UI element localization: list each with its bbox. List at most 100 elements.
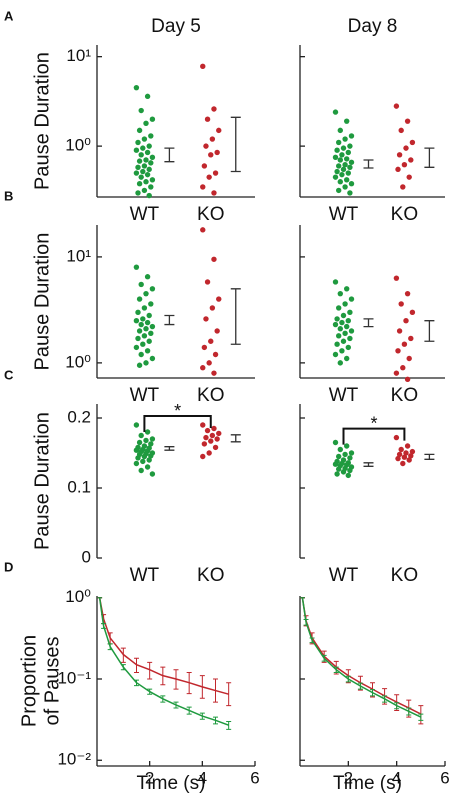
error-bar — [147, 661, 153, 680]
category-label: KO — [197, 565, 224, 586]
data-point — [148, 133, 154, 139]
significance-label: * — [370, 413, 377, 433]
data-point — [339, 152, 345, 158]
category-label: WT — [130, 204, 160, 225]
data-point — [342, 330, 348, 337]
data-point — [141, 163, 148, 169]
category-label: KO — [391, 565, 418, 586]
data-point — [208, 152, 214, 158]
data-point — [211, 106, 217, 112]
y-tick-label: 10¹ — [66, 46, 91, 65]
data-point — [345, 318, 351, 324]
data-point — [209, 305, 216, 311]
data-point — [136, 158, 143, 164]
y-tick-label: 10⁰ — [65, 136, 91, 155]
data-point — [136, 328, 143, 334]
y-tick-label: 0 — [82, 547, 91, 566]
data-point — [348, 328, 355, 334]
data-point — [404, 443, 411, 449]
data-point — [403, 318, 409, 324]
data-point — [396, 328, 403, 334]
data-point — [332, 174, 339, 180]
error-bar — [226, 720, 232, 730]
data-point — [146, 192, 152, 199]
data-point — [400, 184, 406, 190]
data-point — [133, 264, 140, 270]
category-label: WT — [329, 385, 359, 406]
data-point — [133, 84, 140, 91]
y-tick-label: 10⁻¹ — [57, 668, 91, 687]
data-point — [336, 466, 342, 472]
data-point — [133, 447, 140, 453]
data-point — [143, 120, 149, 126]
data-point — [342, 162, 348, 168]
data-point — [141, 453, 148, 460]
y-tick-label: 10⁰ — [65, 587, 91, 606]
data-point — [336, 305, 342, 311]
error-bar — [363, 318, 374, 328]
data-point — [133, 318, 140, 324]
data-point — [140, 145, 146, 151]
data-point — [337, 157, 343, 163]
data-point — [348, 159, 355, 165]
data-point — [393, 103, 400, 109]
data-point — [141, 333, 148, 339]
data-point — [344, 443, 350, 449]
data-point — [135, 164, 141, 170]
data-point — [200, 453, 206, 460]
category-label: WT — [329, 565, 359, 586]
data-point — [332, 461, 339, 467]
data-point — [409, 448, 416, 455]
data-point — [211, 190, 217, 196]
data-point — [400, 365, 406, 371]
data-point — [135, 190, 141, 196]
y-tick-label: 10⁻² — [57, 750, 91, 769]
data-point — [135, 335, 141, 342]
data-point — [141, 305, 148, 311]
data-point — [144, 429, 151, 435]
data-point — [409, 139, 416, 146]
error-bar — [363, 462, 374, 467]
data-point — [339, 171, 345, 178]
data-point — [143, 290, 149, 297]
data-point — [212, 170, 219, 176]
data-point — [149, 355, 156, 362]
data-point — [337, 179, 343, 185]
data-point — [393, 434, 400, 441]
data-point — [348, 133, 355, 139]
data-point — [347, 164, 353, 170]
data-point — [393, 370, 400, 376]
category-label: WT — [130, 565, 160, 586]
data-point — [141, 136, 148, 142]
data-point — [342, 451, 348, 458]
data-point — [144, 319, 151, 326]
y-tick-label: 10⁰ — [65, 352, 91, 371]
error-bar — [363, 159, 374, 169]
data-point — [146, 338, 152, 344]
data-point — [211, 425, 217, 432]
error-bar — [230, 434, 241, 443]
data-point — [396, 451, 403, 458]
data-point — [136, 362, 143, 368]
data-point — [200, 184, 206, 190]
data-point — [140, 341, 146, 347]
data-point — [334, 341, 340, 347]
data-point — [136, 439, 143, 446]
data-point — [348, 450, 355, 456]
data-point — [403, 145, 409, 151]
error-bar — [164, 446, 175, 451]
data-point — [149, 471, 156, 477]
data-point — [204, 427, 211, 434]
data-point — [336, 139, 342, 146]
data-point — [133, 344, 140, 351]
data-point — [146, 166, 152, 173]
data-point — [214, 328, 220, 334]
data-point — [336, 453, 342, 460]
data-point — [148, 330, 154, 337]
data-point — [336, 163, 342, 169]
data-point — [143, 326, 149, 332]
data-point — [216, 127, 222, 134]
x-tick-label: 6 — [440, 768, 449, 787]
data-point — [201, 441, 208, 447]
